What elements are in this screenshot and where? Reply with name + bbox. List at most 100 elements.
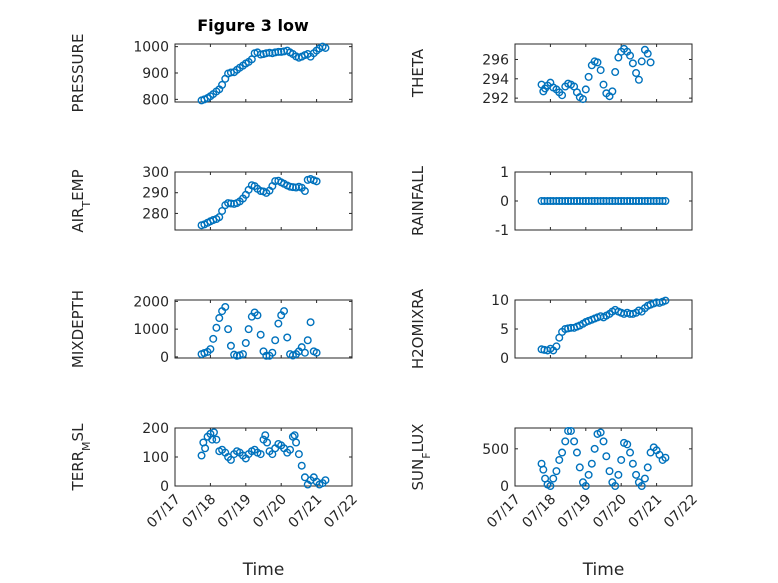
x-tick-label: 07/18 bbox=[179, 492, 219, 532]
data-point bbox=[552, 342, 561, 351]
series-markers bbox=[537, 44, 655, 104]
data-point bbox=[617, 455, 626, 464]
series-markers bbox=[537, 426, 670, 491]
figure-title: Figure 3 low bbox=[197, 16, 309, 35]
data-point bbox=[649, 196, 658, 205]
y-axis-label: PRESSURE bbox=[69, 34, 87, 113]
data-point bbox=[215, 213, 224, 222]
x-tick-label: 07/21 bbox=[286, 492, 326, 532]
data-point bbox=[300, 348, 309, 357]
data-point bbox=[218, 206, 227, 215]
data-point bbox=[658, 196, 667, 205]
x-tick-label: 07/19 bbox=[215, 492, 255, 532]
data-point bbox=[244, 325, 253, 334]
data-point bbox=[274, 47, 283, 56]
data-point bbox=[590, 444, 599, 453]
data-point bbox=[312, 348, 321, 357]
data-point bbox=[561, 437, 570, 446]
y-tick-label: 0 bbox=[500, 194, 509, 210]
y-tick-label: 296 bbox=[482, 52, 509, 68]
x-tick-label: 07/22 bbox=[661, 492, 701, 532]
data-point bbox=[614, 470, 623, 479]
data-point bbox=[283, 333, 292, 342]
data-point bbox=[623, 196, 632, 205]
subplot-rainfall: -1 0 1 RAINFALL bbox=[409, 165, 693, 239]
data-point bbox=[572, 448, 581, 457]
y-tick-label: -1 bbox=[495, 223, 509, 239]
series-markers bbox=[197, 175, 321, 230]
y-tick-label: 290 bbox=[142, 186, 169, 202]
data-point bbox=[212, 323, 221, 332]
subplot-h2omixra: 0 5 10 H2OMIXRA bbox=[409, 288, 693, 369]
y-tick-label: 5 bbox=[500, 322, 509, 338]
data-point bbox=[263, 438, 272, 447]
data-point bbox=[646, 58, 655, 67]
data-point bbox=[543, 196, 552, 205]
x-axis-label: Time bbox=[582, 560, 625, 580]
data-point bbox=[593, 58, 602, 67]
series-markers bbox=[537, 196, 670, 205]
data-point bbox=[628, 459, 637, 468]
series-markers bbox=[197, 42, 330, 105]
data-point bbox=[303, 336, 312, 345]
data-point bbox=[215, 314, 224, 323]
data-point bbox=[581, 482, 590, 491]
subplot-air-temp: 280 290 300 AIRTEMP bbox=[69, 165, 353, 233]
data-point bbox=[292, 438, 301, 447]
x-tick-label: 07/18 bbox=[519, 492, 559, 532]
data-point bbox=[238, 350, 247, 359]
data-point bbox=[581, 85, 590, 94]
data-point bbox=[208, 435, 217, 444]
data-point bbox=[290, 431, 299, 440]
data-point bbox=[321, 43, 330, 52]
data-point bbox=[628, 59, 637, 68]
data-point bbox=[558, 448, 567, 457]
y-tick-label: 0 bbox=[160, 479, 169, 495]
y-tick-label: 292 bbox=[482, 91, 509, 107]
data-point bbox=[643, 463, 652, 472]
data-point bbox=[643, 49, 652, 58]
data-point bbox=[632, 196, 641, 205]
data-point bbox=[226, 455, 235, 464]
data-point bbox=[552, 467, 561, 476]
x-tick-label: 07/17 bbox=[484, 492, 524, 532]
y-tick-label: 0 bbox=[500, 351, 509, 367]
data-point bbox=[611, 68, 620, 77]
y-tick-label: 1000 bbox=[133, 40, 169, 56]
data-point bbox=[261, 431, 270, 440]
data-point bbox=[539, 465, 548, 474]
x-tick-label: 07/21 bbox=[626, 492, 666, 532]
subplot-mixdepth: 0 1000 2000 MIXDEPTH bbox=[69, 290, 353, 368]
data-point bbox=[566, 426, 575, 435]
data-point bbox=[212, 435, 221, 444]
data-point bbox=[599, 437, 608, 446]
data-point bbox=[552, 196, 561, 205]
data-point bbox=[570, 196, 579, 205]
data-point bbox=[637, 57, 646, 66]
data-point bbox=[224, 325, 233, 334]
data-point bbox=[596, 428, 605, 437]
data-point bbox=[578, 196, 587, 205]
y-axis-label: AIRTEMP bbox=[69, 169, 93, 232]
data-point bbox=[271, 336, 280, 345]
y-tick-label: 1 bbox=[500, 165, 509, 181]
data-point bbox=[578, 95, 587, 104]
data-point bbox=[549, 474, 558, 483]
x-tick-label: 07/20 bbox=[250, 492, 290, 532]
data-point bbox=[209, 428, 218, 437]
data-point bbox=[312, 177, 321, 186]
data-point bbox=[584, 72, 593, 81]
y-tick-label: 100 bbox=[142, 450, 169, 466]
y-tick-label: 0 bbox=[500, 479, 509, 495]
data-point bbox=[294, 450, 303, 459]
data-point bbox=[634, 75, 643, 84]
data-point bbox=[209, 334, 218, 343]
series-markers bbox=[197, 428, 330, 489]
x-tick-label: 07/19 bbox=[555, 492, 595, 532]
data-point bbox=[280, 307, 289, 316]
data-point bbox=[226, 341, 235, 350]
x-tick-label: 07/17 bbox=[144, 492, 184, 532]
